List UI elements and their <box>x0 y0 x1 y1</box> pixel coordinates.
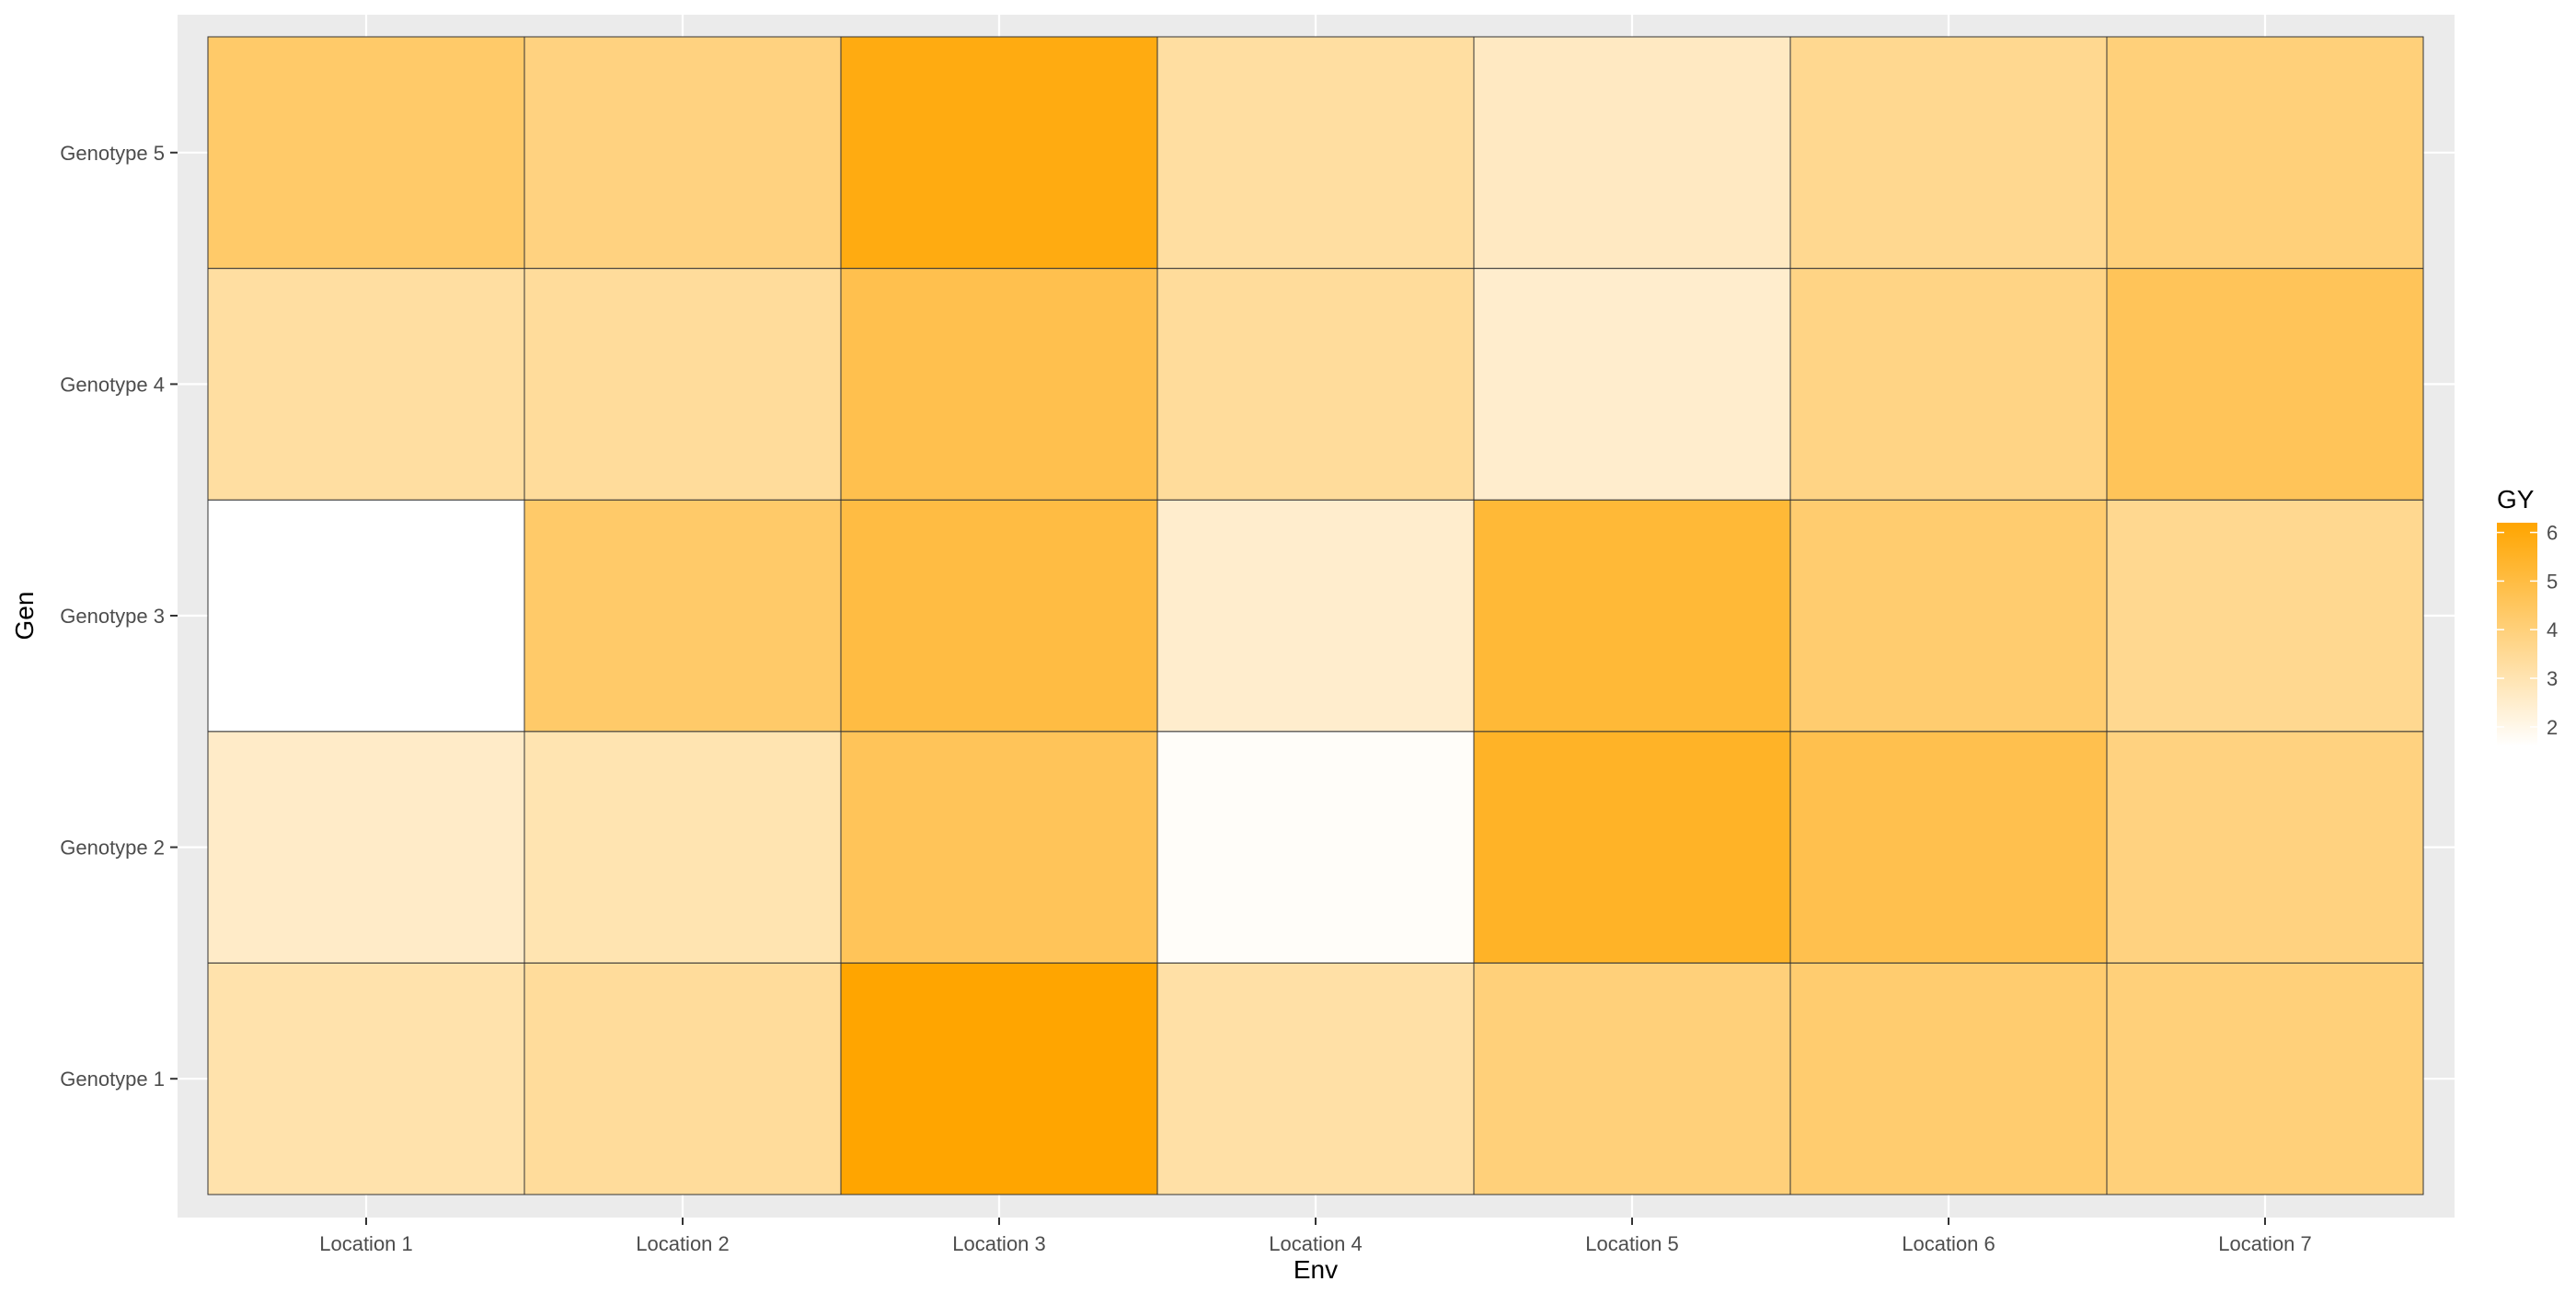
y-axis-ticks: Genotype 1 Genotype 2 Genotype 3 Genotype 4… <box>60 142 178 1091</box>
heatmap-cell <box>523 499 842 733</box>
x-axis-title: Env <box>1294 1255 1338 1284</box>
heatmap-cell <box>1473 962 1791 1195</box>
legend-tick-label: 2 <box>2547 716 2558 739</box>
heatmap-cell <box>1789 962 2108 1195</box>
heatmap-cell <box>1156 731 1475 964</box>
y-tick-label: Genotype 2 <box>60 837 165 860</box>
heatmap-cell <box>1473 731 1791 964</box>
color-legend: GY 2 3 4 5 6 <box>2497 485 2558 746</box>
heatmap-cell <box>2106 731 2424 964</box>
x-tick-label: Location 7 <box>2218 1232 2312 1255</box>
heatmap-cell <box>1156 499 1475 733</box>
legend-tick-label: 6 <box>2547 522 2558 545</box>
y-tick-label: Genotype 4 <box>60 373 165 396</box>
heatmap-cell <box>2106 36 2424 270</box>
heatmap-cell <box>207 962 525 1195</box>
heatmap-cell <box>840 268 1158 501</box>
heatmap-cell <box>523 268 842 501</box>
heatmap-cell <box>840 731 1158 964</box>
legend-ticks: 2 3 4 5 6 <box>2497 522 2558 739</box>
legend-tick-label: 3 <box>2547 667 2558 690</box>
heatmap-cell <box>1789 731 2108 964</box>
heatmap-cells <box>207 36 2424 1195</box>
heatmap-cell <box>1473 36 1791 270</box>
x-tick-label: Location 2 <box>636 1232 730 1255</box>
heatmap-cell <box>1156 268 1475 501</box>
heatmap-cell <box>1156 962 1475 1195</box>
heatmap-cell <box>1473 268 1791 501</box>
heatmap-cell <box>840 36 1158 270</box>
x-tick-label: Location 1 <box>319 1232 413 1255</box>
heatmap-cell <box>1789 499 2108 733</box>
legend-tick-label: 4 <box>2547 618 2558 641</box>
heatmap-cell <box>207 268 525 501</box>
heatmap-cell <box>1473 499 1791 733</box>
y-tick-label: Genotype 1 <box>60 1068 165 1091</box>
x-tick-label: Location 4 <box>1269 1232 1363 1255</box>
heatmap-cell <box>523 36 842 270</box>
legend-title: GY <box>2497 485 2535 514</box>
heatmap-cell <box>523 962 842 1195</box>
x-tick-label: Location 6 <box>1902 1232 1995 1255</box>
legend-colorbar <box>2497 523 2537 746</box>
heatmap-cell <box>523 731 842 964</box>
heatmap-cell <box>840 962 1158 1195</box>
heatmap-cell <box>2106 962 2424 1195</box>
legend-tick-label: 5 <box>2547 570 2558 593</box>
heatmap-cell <box>1789 36 2108 270</box>
heatmap-cell <box>1789 268 2108 501</box>
y-tick-label: Genotype 5 <box>60 142 165 165</box>
heatmap-cell <box>1156 36 1475 270</box>
x-axis-ticks: Location 1 Location 2 Location 3 Location 4… <box>319 1218 2312 1255</box>
x-tick-label: Location 3 <box>952 1232 1046 1255</box>
heatmap-cell <box>207 499 525 733</box>
y-tick-label: Genotype 3 <box>60 605 165 628</box>
heatmap-cell <box>207 36 525 270</box>
heatmap-cell <box>2106 499 2424 733</box>
heatmap-cell <box>207 731 525 964</box>
heatmap-cell <box>840 499 1158 733</box>
y-axis-title: Gen <box>10 592 39 641</box>
x-tick-label: Location 5 <box>1585 1232 1679 1255</box>
heatmap-cell <box>2106 268 2424 501</box>
